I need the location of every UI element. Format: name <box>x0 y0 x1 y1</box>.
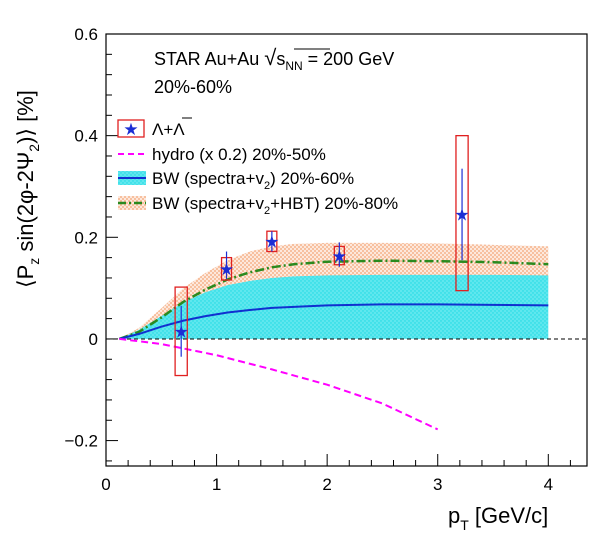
data-star-marker: ★ <box>332 247 347 267</box>
sqrt-sub: NN <box>285 59 302 73</box>
bw1-band <box>119 274 549 339</box>
annotation-line1: STAR Au+Au √sNN = 200 GeV <box>154 45 394 73</box>
theory-curves <box>106 259 587 431</box>
data-points: ★ ★ ★ ★ ★ <box>174 134 470 377</box>
annotation-prefix: STAR Au+Au <box>154 49 264 69</box>
data-star-marker: ★ <box>174 322 189 342</box>
annotation-suffix: = 200 GeV <box>303 49 395 69</box>
legend: ★ Λ+Λ hydro (x 0.2) 20%-50% BW (spectra+… <box>117 117 398 217</box>
x-tick-label: 1 <box>212 475 221 494</box>
bw2-center-line <box>118 259 549 341</box>
data-star-marker: ★ <box>219 260 234 280</box>
x-axis-title-unit: [GeV/c] <box>469 503 548 528</box>
y-axis-title: ⟨Pz sin(2φ-2Ψ2)⟩ [%] <box>13 90 42 288</box>
legend-bw2-swatch <box>118 196 146 210</box>
data-star-marker: ★ <box>454 205 469 225</box>
data-star-marker: ★ <box>264 232 279 252</box>
sqrt-s: s <box>276 49 285 69</box>
x-tick-label: 4 <box>544 475 553 494</box>
axes: 0 1 2 3 4 −0.2 0 0.2 0.4 0.6 <box>64 25 571 494</box>
legend-hydro-label: hydro (x 0.2) 20%-50% <box>152 145 326 164</box>
legend-data-star-icon: ★ <box>123 120 138 139</box>
systematic-box <box>455 134 469 292</box>
annotation-line2: 20%-60% <box>154 77 232 97</box>
y-tick-label: 0.6 <box>74 25 98 44</box>
data-point-3: ★ <box>332 242 347 267</box>
x-tick-label: 2 <box>322 475 331 494</box>
x-axis-title: pT [GeV/c] <box>448 503 548 533</box>
data-point-4: ★ <box>454 134 470 292</box>
y-tick-label: 0.2 <box>74 228 98 247</box>
x-tick-label: 3 <box>433 475 442 494</box>
y-tick-label: −0.2 <box>64 432 98 451</box>
legend-data-label: Λ+Λ <box>152 120 185 139</box>
x-axis-title-sub: T <box>460 517 469 533</box>
y-tick-label: 0 <box>89 330 98 349</box>
x-axis-title-main: p <box>448 503 460 528</box>
y-tick-label: 0.4 <box>74 127 98 146</box>
x-tick-label: 0 <box>101 475 110 494</box>
sqrt-symbol: √ <box>264 45 277 70</box>
hydro-line <box>119 337 439 431</box>
data-point-1: ★ <box>219 251 234 281</box>
legend-data-box <box>117 119 145 138</box>
data-point-0: ★ <box>174 286 189 377</box>
systematic-box <box>174 286 188 377</box>
legend-bw2-label: BW (spectra+v2+HBT) 20%-80% <box>152 194 398 217</box>
data-point-2: ★ <box>264 230 279 252</box>
bw1-center-line <box>119 303 549 340</box>
plot-frame <box>105 33 588 467</box>
legend-bw1-label: BW (spectra+v2) 20%-60% <box>152 169 354 192</box>
